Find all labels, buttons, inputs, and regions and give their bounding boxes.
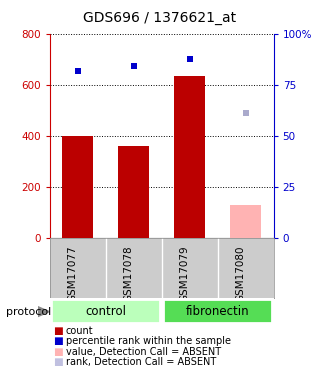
Bar	[230, 205, 261, 238]
Text: fibronectin: fibronectin	[186, 305, 249, 318]
Text: GSM17077: GSM17077	[68, 245, 78, 302]
Text: GSM17078: GSM17078	[124, 245, 134, 302]
Text: ■: ■	[53, 336, 62, 346]
Bar	[174, 76, 205, 238]
Text: protocol: protocol	[6, 307, 52, 317]
Bar	[51, 299, 161, 323]
Polygon shape	[38, 307, 49, 316]
Text: ■: ■	[53, 357, 62, 367]
Text: GSM17079: GSM17079	[180, 245, 190, 302]
Text: percentile rank within the sample: percentile rank within the sample	[66, 336, 231, 346]
Text: GSM17080: GSM17080	[236, 245, 246, 302]
Text: control: control	[85, 305, 126, 318]
Text: value, Detection Call = ABSENT: value, Detection Call = ABSENT	[66, 347, 221, 357]
Text: count: count	[66, 326, 93, 336]
Bar	[163, 299, 273, 323]
Bar	[62, 136, 93, 238]
Text: rank, Detection Call = ABSENT: rank, Detection Call = ABSENT	[66, 357, 216, 367]
Bar	[118, 146, 149, 238]
Text: ■: ■	[53, 326, 62, 336]
Text: GDS696 / 1376621_at: GDS696 / 1376621_at	[84, 10, 236, 25]
Text: ■: ■	[53, 347, 62, 357]
